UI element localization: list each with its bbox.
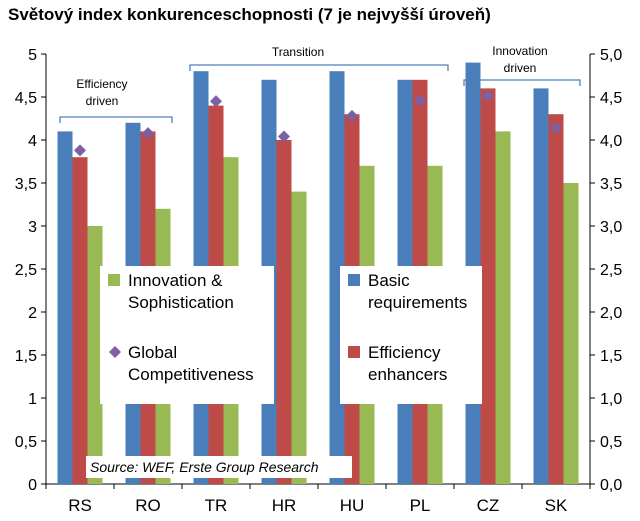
legend-symbol-0 <box>108 274 120 286</box>
bar-basic-requirements-sk <box>533 88 549 485</box>
x-category-label: HU <box>340 496 365 515</box>
legend-left: Innovation & Sophistication Global Competit… <box>100 266 274 404</box>
legend-right-background <box>340 266 482 404</box>
x-category-label: RO <box>135 496 161 515</box>
y-tick-label-right: 5,0 <box>600 47 622 64</box>
legend-symbol-1 <box>348 346 360 358</box>
x-category-label: TR <box>205 496 228 515</box>
legend-label: Basic <box>368 271 410 290</box>
legend-label: Sophistication <box>128 293 234 312</box>
source-note: Source: WEF, Erste Group Research <box>86 456 352 478</box>
legend-label: enhancers <box>368 365 447 384</box>
legend-label: requirements <box>368 293 467 312</box>
axes: 0 0,0 0,5 0,5 1 1,0 1,5 1,5 2 2,0 2,5 2,5 3 3,0 3,5 3,5… <box>15 47 623 515</box>
chart-title: Světový index konkurenceschopnosti (7 je… <box>8 5 491 24</box>
x-category-label: CZ <box>477 496 500 515</box>
bracket-transition <box>189 64 449 71</box>
marker-global-hu <box>346 109 358 122</box>
markers <box>74 90 562 157</box>
y-tick-label-right: 3,0 <box>600 219 622 236</box>
y-tick-label-left: 0 <box>28 477 37 494</box>
y-tick-label-left: 4 <box>28 133 37 150</box>
marker-global-rs <box>74 144 86 157</box>
y-tick-label-left: 3,5 <box>15 176 37 193</box>
y-tick-label-right: 4,0 <box>600 133 622 150</box>
y-tick-label-left: 0,5 <box>15 434 37 451</box>
marker-global-sk <box>550 121 562 134</box>
group-label: driven <box>86 94 119 108</box>
legend-left-background <box>100 266 274 404</box>
y-tick-label-right: 4,5 <box>600 90 622 107</box>
marker-global-pl <box>414 94 426 107</box>
source-background <box>86 456 352 478</box>
y-tick-label-right: 0,0 <box>600 477 622 494</box>
bracket-efficiency-driven <box>59 116 173 123</box>
marker-global-cz <box>482 90 494 103</box>
bar-efficiency-enhancers-hr <box>276 140 292 484</box>
y-tick-label-left: 5 <box>28 47 37 64</box>
legend-label: Global <box>128 343 177 362</box>
source-text: Source: WEF, Erste Group Research <box>90 459 319 475</box>
group-label: Efficiency <box>76 77 127 91</box>
bar-efficiency-enhancers-rs <box>72 157 88 484</box>
bar-basic-requirements-rs <box>57 131 73 484</box>
legend-symbol-0 <box>348 274 360 286</box>
y-tick-label-left: 2 <box>28 305 37 322</box>
legend-symbol-1 <box>109 346 121 358</box>
x-category-label: SK <box>545 496 568 515</box>
legend-label: Innovation & <box>128 271 223 290</box>
y-tick-label-right: 1,5 <box>600 348 622 365</box>
y-tick-label-right: 1,0 <box>600 391 622 408</box>
bar-innovation-sophistication-cz <box>495 131 511 484</box>
bar-innovation-sophistication-sk <box>563 183 579 484</box>
bar-efficiency-enhancers-cz <box>480 88 496 485</box>
marker-global-ro <box>142 127 154 140</box>
y-tick-label-left: 1 <box>28 391 37 408</box>
x-category-label: PL <box>410 496 431 515</box>
group-brackets: Efficiency driven Transition Innovation driv… <box>59 44 581 123</box>
bar-innovation-sophistication-rs <box>87 226 103 484</box>
y-tick-label-left: 3 <box>28 219 37 236</box>
bracket-innovation-driven <box>463 79 581 86</box>
x-category-label: HR <box>272 496 297 515</box>
group-label: driven <box>504 61 537 75</box>
y-tick-label-right: 2,5 <box>600 262 622 279</box>
legend-right: Basic requirements Efficiency enhancers <box>340 266 482 404</box>
legend-label: Competitiveness <box>128 365 254 384</box>
y-tick-label-right: 3,5 <box>600 176 622 193</box>
group-label: Innovation <box>492 44 547 58</box>
y-tick-label-left: 4,5 <box>15 90 37 107</box>
bar-innovation-sophistication-hr <box>291 191 307 484</box>
group-label: Transition <box>272 45 324 59</box>
legend-label: Efficiency <box>368 343 441 362</box>
marker-global-tr <box>210 95 222 108</box>
x-category-label: RS <box>68 496 92 515</box>
y-tick-label-right: 2,0 <box>600 305 622 322</box>
marker-global-hr <box>278 130 290 143</box>
bar-efficiency-enhancers-sk <box>548 114 564 484</box>
y-tick-label-left: 2,5 <box>15 262 37 279</box>
y-tick-label-right: 0,5 <box>600 434 622 451</box>
y-tick-label-left: 1,5 <box>15 348 37 365</box>
